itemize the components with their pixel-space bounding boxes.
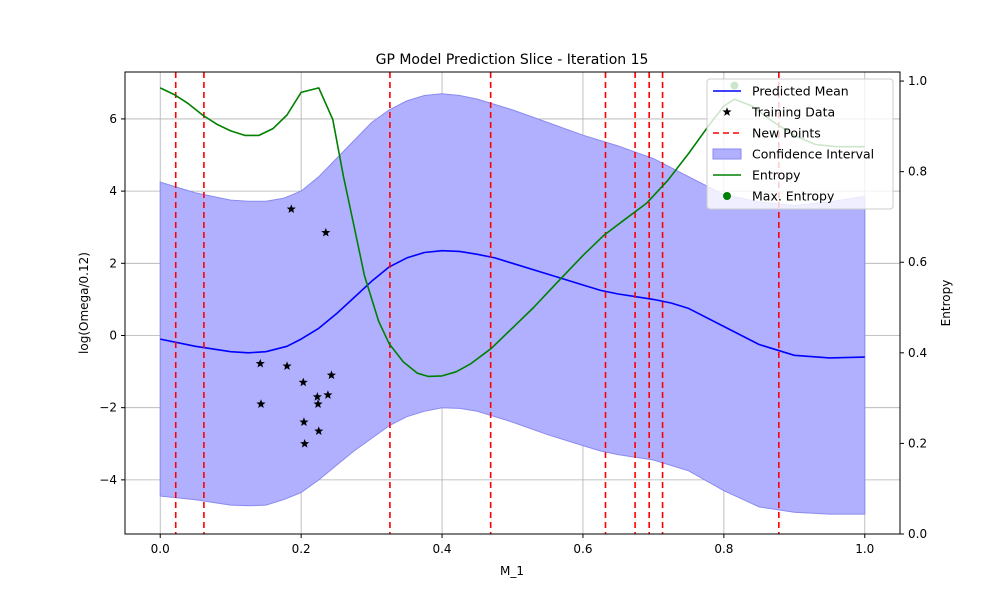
legend-label-predicted-mean: Predicted Mean — [752, 84, 849, 99]
plot-frame — [124, 71, 901, 535]
training-data-layer — [255, 204, 336, 448]
legend-swatch-max-entropy — [723, 192, 731, 200]
legend: Predicted Mean Training Data New Points Con… — [706, 78, 894, 210]
x-axis-ticks: 0.0 0.2 0.4 0.6 0.8 1.0 — [151, 534, 874, 556]
training-point-10 — [321, 227, 331, 237]
x-tick-label-1: 0.2 — [292, 542, 311, 556]
x-tick-label-0: 0.0 — [151, 542, 170, 556]
training-point-7 — [312, 392, 322, 401]
y2-tick-label-2: 0.4 — [908, 346, 927, 360]
y-tick-label-3: 2 — [109, 256, 117, 270]
x-tick-label-5: 1.0 — [855, 542, 874, 556]
x-axis-label: M_1 — [500, 564, 524, 578]
legend-swatch-training-data — [722, 107, 732, 116]
x-tick-label-3: 0.6 — [573, 542, 592, 556]
legend-label-entropy: Entropy — [752, 168, 801, 183]
predicted-mean-line — [160, 249, 865, 359]
x-tick-label-2: 0.4 — [432, 542, 451, 556]
confidence-interval-band — [159, 93, 866, 515]
legend-label-new-points: New Points — [752, 126, 821, 141]
legend-label-training-data: Training Data — [751, 105, 835, 120]
legend-box — [706, 78, 894, 210]
training-point-11 — [323, 390, 333, 399]
chart-title: GP Model Prediction Slice - Iteration 15 — [376, 52, 649, 68]
y-tick-label-4: 4 — [109, 184, 117, 198]
training-point-4 — [298, 377, 308, 387]
new-points-layer — [174, 72, 780, 534]
y2-axis-ticks: 0.0 0.2 0.4 0.6 0.8 1.0 — [900, 74, 927, 541]
x-tick-label-4: 0.8 — [714, 542, 733, 556]
y-axis-label: log(Omega/0.12) — [77, 252, 91, 354]
y2-tick-label-3: 0.6 — [908, 255, 927, 269]
training-point-9 — [314, 426, 324, 436]
training-point-5 — [299, 417, 309, 426]
confidence-band-layer — [159, 93, 866, 515]
training-point-0 — [255, 358, 265, 368]
y-tick-label-2: 0 — [109, 328, 117, 342]
training-point-1 — [256, 399, 266, 408]
legend-swatch-confidence-interval — [712, 148, 742, 160]
y2-axis-label: Entropy — [939, 280, 953, 327]
y-tick-label-0: −4 — [99, 473, 117, 487]
training-point-2 — [282, 361, 292, 371]
training-point-12 — [326, 370, 336, 380]
predicted-mean-layer — [160, 249, 865, 359]
y2-tick-label-0: 0.0 — [908, 527, 927, 541]
y-tick-label-5: 6 — [109, 112, 117, 126]
legend-label-confidence-interval: Confidence Interval — [752, 147, 874, 162]
y-tick-label-1: −2 — [99, 401, 117, 415]
y2-tick-label-5: 1.0 — [908, 74, 927, 88]
training-point-6 — [300, 438, 310, 448]
y-axis-ticks: −4 −2 0 2 4 6 — [99, 112, 125, 487]
y2-tick-label-1: 0.2 — [908, 436, 927, 450]
training-point-8 — [313, 399, 323, 408]
legend-label-max-entropy: Max. Entropy — [752, 189, 835, 204]
training-point-3 — [286, 204, 296, 214]
y2-tick-label-4: 0.8 — [908, 165, 927, 179]
